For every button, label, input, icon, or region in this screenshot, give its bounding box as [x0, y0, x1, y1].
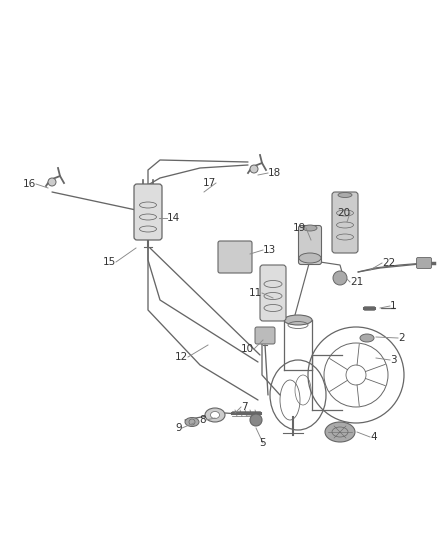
FancyBboxPatch shape — [299, 225, 321, 264]
Text: 2: 2 — [398, 333, 405, 343]
Text: 17: 17 — [203, 178, 216, 188]
Text: 19: 19 — [293, 223, 306, 233]
Text: 18: 18 — [268, 168, 281, 178]
Text: 14: 14 — [167, 213, 180, 223]
Text: 7: 7 — [241, 402, 247, 412]
Text: 21: 21 — [350, 277, 363, 287]
Text: 10: 10 — [241, 344, 254, 354]
Circle shape — [333, 271, 347, 285]
FancyBboxPatch shape — [255, 327, 275, 344]
FancyBboxPatch shape — [332, 192, 358, 253]
Text: 3: 3 — [390, 355, 397, 365]
Ellipse shape — [299, 253, 321, 263]
Text: 20: 20 — [337, 208, 350, 218]
Text: 12: 12 — [175, 352, 188, 362]
Text: 4: 4 — [370, 432, 377, 442]
FancyBboxPatch shape — [417, 257, 431, 269]
Ellipse shape — [284, 315, 312, 325]
Text: 9: 9 — [175, 423, 182, 433]
Ellipse shape — [325, 422, 355, 442]
Text: 13: 13 — [263, 245, 276, 255]
Ellipse shape — [360, 334, 374, 342]
Text: 15: 15 — [103, 257, 116, 267]
Ellipse shape — [303, 225, 317, 231]
Text: 22: 22 — [382, 258, 395, 268]
Ellipse shape — [211, 411, 219, 418]
Circle shape — [48, 178, 56, 186]
Text: 1: 1 — [390, 301, 397, 311]
Text: 8: 8 — [199, 415, 206, 425]
Text: 16: 16 — [23, 179, 36, 189]
Ellipse shape — [338, 192, 352, 198]
Ellipse shape — [185, 417, 199, 426]
Ellipse shape — [205, 408, 225, 422]
FancyBboxPatch shape — [260, 265, 286, 321]
Text: 11: 11 — [249, 288, 262, 298]
FancyBboxPatch shape — [218, 241, 252, 273]
Circle shape — [250, 165, 258, 173]
Circle shape — [250, 414, 262, 426]
Text: 5: 5 — [260, 438, 266, 448]
FancyBboxPatch shape — [134, 184, 162, 240]
